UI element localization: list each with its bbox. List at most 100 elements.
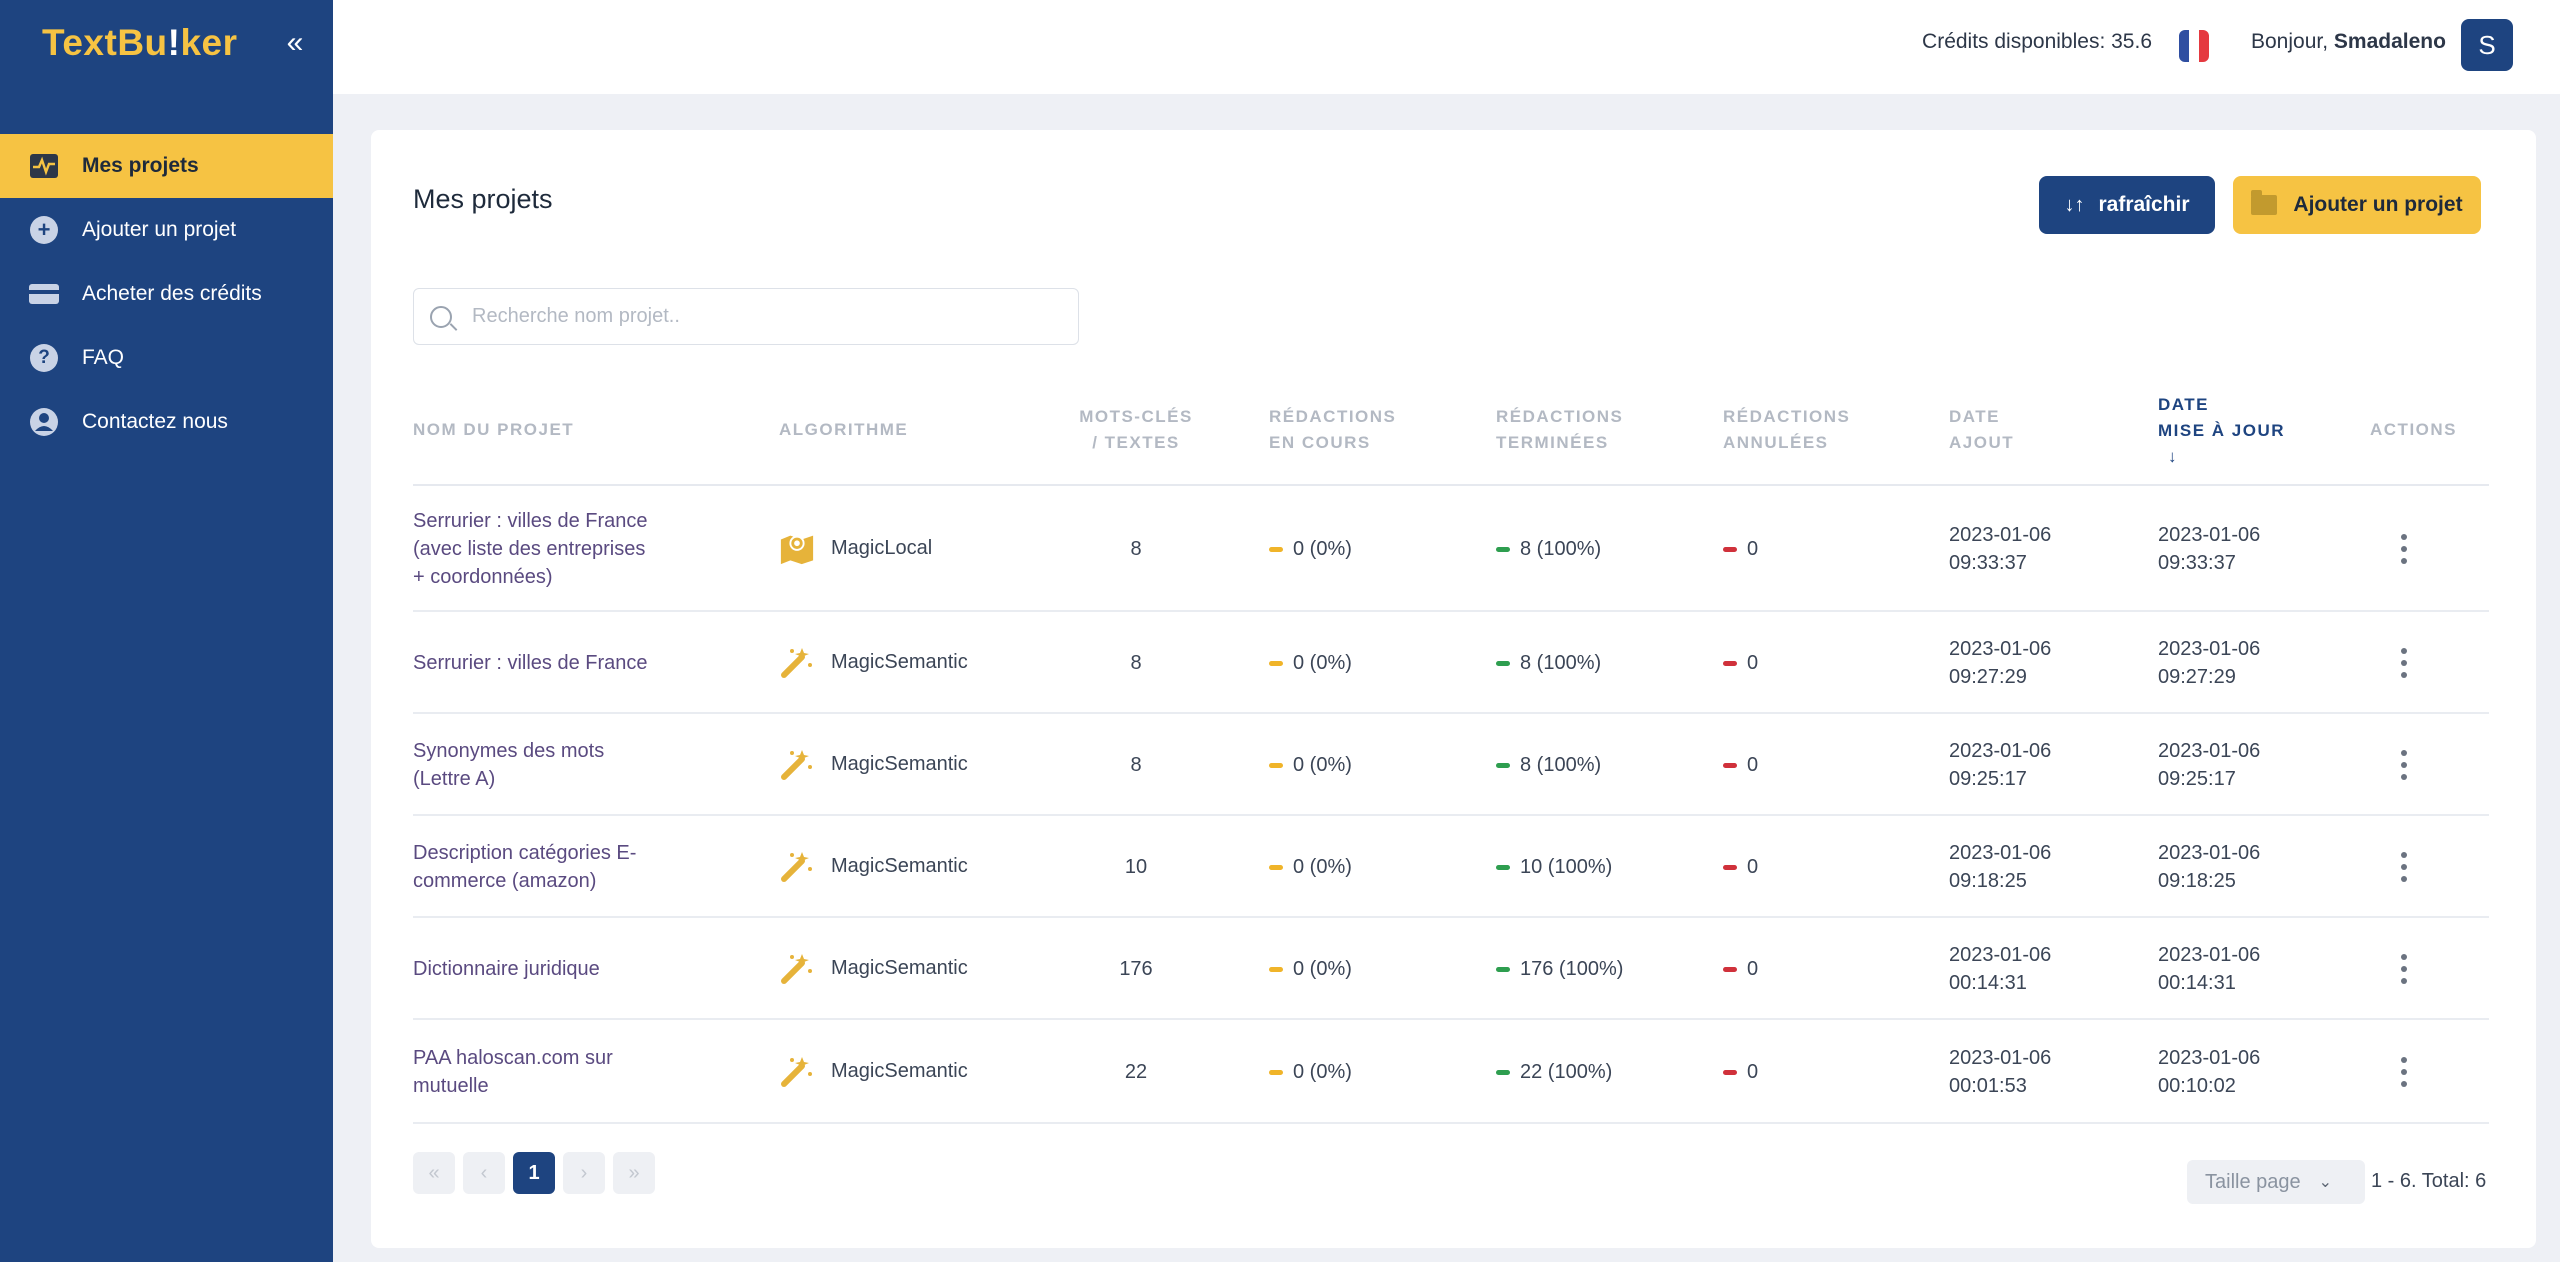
refresh-button[interactable]: ↓↑ rafraîchir: [2039, 176, 2215, 234]
algorithm-name: MagicSemantic: [831, 1060, 968, 1082]
status-cancelled-dash: [1723, 967, 1737, 973]
sidebar-item-contact[interactable]: Contactez nous: [0, 390, 333, 454]
sidebar-item-label: Acheter des crédits: [82, 282, 262, 305]
project-name-line: (avec liste des entreprises: [413, 538, 646, 560]
search-box: [413, 288, 1079, 345]
cancelled-count: 0: [1723, 853, 1758, 881]
kebab-menu-icon[interactable]: [2399, 750, 2409, 780]
table-row[interactable]: Dictionnaire juridique MagicSemantic 176 0 …: [413, 918, 2489, 1020]
user-circle-icon: [28, 406, 60, 438]
column-header-name[interactable]: NOM DU PROJET: [413, 420, 575, 439]
user-greeting: Bonjour, Smadaleno: [2251, 30, 2446, 53]
date-added: 2023-01-06 00:01:53: [1949, 1047, 2052, 1097]
sidebar-item-label: FAQ: [82, 346, 125, 369]
add-project-button[interactable]: Ajouter un projet: [2233, 176, 2481, 234]
date-updated: 2023-01-06 00:14:31: [2158, 944, 2261, 994]
project-name-link[interactable]: Dictionnaire juridique: [413, 955, 673, 983]
project-name-line: Serrurier : villes de France: [413, 510, 648, 532]
activity-icon: [28, 150, 60, 182]
sidebar-nav: Mes projets + Ajouter un projet Acheter …: [0, 134, 333, 454]
algorithm-name: MagicSemantic: [831, 855, 968, 877]
status-cancelled-dash: [1723, 865, 1737, 871]
sidebar-item-label: Contactez nous: [82, 410, 228, 433]
column-header-date-added[interactable]: DATE AJOUT: [1949, 407, 2015, 452]
logo[interactable]: TextBu!ker: [42, 22, 238, 63]
table-header-divider: [413, 484, 2489, 486]
page-button-current[interactable]: 1: [513, 1152, 555, 1194]
status-in-progress-dash: [1269, 967, 1283, 973]
project-name-link[interactable]: Serrurier : villes de France: [413, 649, 673, 677]
kebab-menu-icon[interactable]: [2399, 648, 2409, 678]
sidebar-item-ajouter-projet[interactable]: + Ajouter un projet: [0, 198, 333, 262]
table-row[interactable]: Synonymes des mots (Lettre A) MagicSemanti…: [413, 714, 2489, 816]
in-progress-count: 0 (0%): [1269, 751, 1352, 779]
sidebar-item-mes-projets[interactable]: Mes projets: [0, 134, 333, 198]
column-header-actions: ACTIONS: [2370, 420, 2457, 439]
kebab-menu-icon[interactable]: [2399, 852, 2409, 882]
column-header-algorithm[interactable]: ALGORITHME: [779, 420, 909, 439]
project-name-link[interactable]: Description catégories E-commerce (amazo…: [413, 839, 673, 895]
done-count: 8 (100%): [1496, 751, 1601, 779]
column-header-cancelled[interactable]: RÉDACTIONS ANNULÉES: [1723, 407, 1851, 452]
page-size-select[interactable]: Taille page ⌄: [2187, 1160, 2365, 1204]
in-progress-count: 0 (0%): [1269, 535, 1352, 563]
project-name-link[interactable]: PAA haloscan.com sur mutuelle: [413, 1044, 673, 1100]
project-name-line: PAA haloscan.com sur: [413, 1047, 613, 1069]
credits-balance: Crédits disponibles: 35.6: [1922, 30, 2152, 53]
table-row[interactable]: Description catégories E-commerce (amazo…: [413, 816, 2489, 918]
search-input[interactable]: [472, 305, 1052, 328]
table-row[interactable]: Serrurier : villes de France (avec liste …: [413, 486, 2489, 612]
column-header-date-updated[interactable]: DATE MISE À JOUR ↓: [2158, 392, 2285, 470]
status-cancelled-dash: [1723, 661, 1737, 667]
kebab-menu-icon[interactable]: [2399, 534, 2409, 564]
collapse-sidebar-icon[interactable]: «: [286, 26, 304, 59]
pagination: « ‹ 1 › »: [413, 1152, 655, 1194]
keywords-count: 8: [1130, 754, 1142, 776]
in-progress-count: 0 (0%): [1269, 649, 1352, 677]
pagination-total: 1 - 6. Total: 6: [2371, 1170, 2487, 1192]
project-name-line: + coordonnées): [413, 566, 553, 588]
cancelled-count: 0: [1723, 649, 1758, 677]
folder-add-icon: [2251, 190, 2278, 215]
page-title: Mes projets: [413, 184, 553, 214]
column-header-keywords[interactable]: MOTS-CLÉS / TEXTES: [1079, 407, 1193, 452]
first-page-button[interactable]: «: [413, 1152, 455, 1194]
date-added: 2023-01-06 09:18:25: [1949, 842, 2052, 892]
date-updated: 2023-01-06 00:10:02: [2158, 1047, 2261, 1097]
project-name-line: mutuelle: [413, 1075, 489, 1097]
done-count: 8 (100%): [1496, 649, 1601, 677]
algorithm-name: MagicLocal: [831, 537, 933, 559]
status-done-dash: [1496, 865, 1510, 871]
project-name-line: Description catégories E-: [413, 842, 637, 864]
algorithm-cell: MagicSemantic: [779, 951, 968, 985]
sidebar-item-faq[interactable]: ? FAQ: [0, 326, 333, 390]
prev-page-button[interactable]: ‹: [463, 1152, 505, 1194]
kebab-menu-icon[interactable]: [2399, 1057, 2409, 1087]
algorithm-name: MagicSemantic: [831, 957, 968, 979]
magic-wand-icon: [779, 1054, 815, 1088]
project-name-link[interactable]: Synonymes des mots (Lettre A): [413, 737, 673, 793]
projects-card: Mes projets ↓↑ rafraîchir Ajouter un pro…: [371, 130, 2536, 1248]
chevron-down-icon: ⌄: [2318, 1174, 2333, 1191]
date-added: 2023-01-06 09:25:17: [1949, 740, 2052, 790]
project-name-line: Synonymes des mots: [413, 740, 605, 762]
column-header-done[interactable]: RÉDACTIONS TERMINÉES: [1496, 407, 1624, 452]
sidebar-item-acheter-credits[interactable]: Acheter des crédits: [0, 262, 333, 326]
kebab-menu-icon[interactable]: [2399, 954, 2409, 984]
project-name-line: (Lettre A): [413, 768, 496, 790]
column-header-in-progress[interactable]: RÉDACTIONS EN COURS: [1269, 407, 1397, 452]
algorithm-cell: MagicSemantic: [779, 747, 968, 781]
sidebar-item-label: Ajouter un projet: [82, 218, 237, 241]
france-flag-icon[interactable]: [2179, 30, 2209, 62]
magic-wand-icon: [779, 747, 815, 781]
avatar[interactable]: S: [2461, 19, 2513, 71]
last-page-button[interactable]: »: [613, 1152, 655, 1194]
table-row[interactable]: PAA haloscan.com sur mutuelle MagicSemanti…: [413, 1020, 2489, 1124]
keywords-count: 8: [1130, 538, 1142, 560]
table-row[interactable]: Serrurier : villes de France MagicSemanti…: [413, 612, 2489, 714]
credit-card-icon: [28, 278, 60, 310]
search-icon: [430, 305, 452, 328]
next-page-button[interactable]: ›: [563, 1152, 605, 1194]
project-name-line: commerce (amazon): [413, 870, 597, 892]
project-name-link[interactable]: Serrurier : villes de France (avec liste …: [413, 507, 673, 591]
